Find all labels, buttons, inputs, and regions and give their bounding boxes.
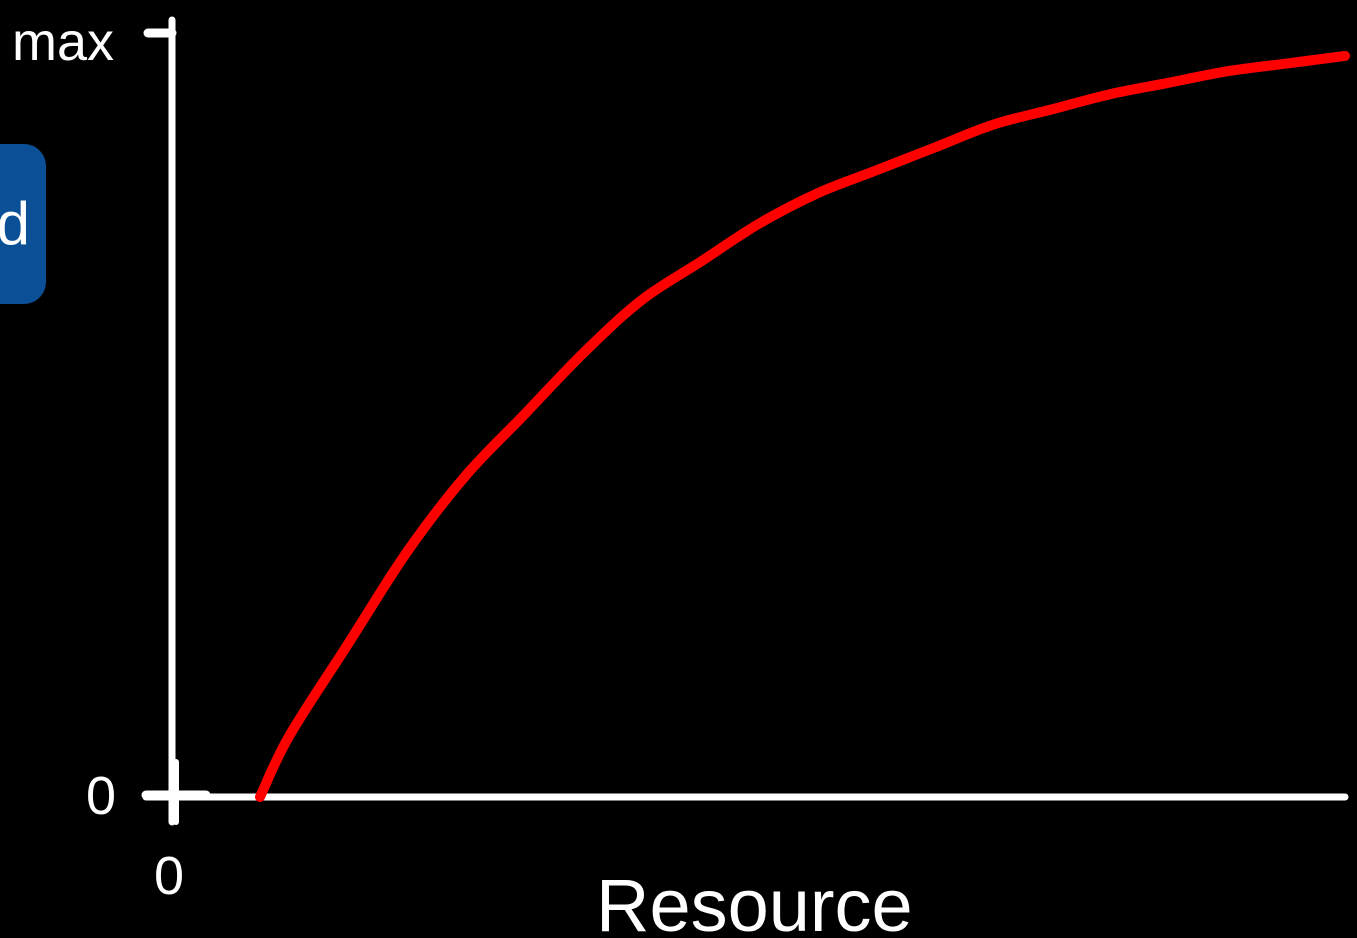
y-tick-label-max: max — [12, 12, 115, 72]
series-line-0 — [255, 50, 1350, 802]
y-tick-label-zero: 0 — [86, 766, 117, 826]
side-tab[interactable]: d — [0, 144, 46, 304]
x-tick-label-zero: 0 — [154, 846, 185, 906]
x-axis-title: Resource — [596, 864, 913, 938]
side-tab-label: d — [0, 190, 30, 257]
